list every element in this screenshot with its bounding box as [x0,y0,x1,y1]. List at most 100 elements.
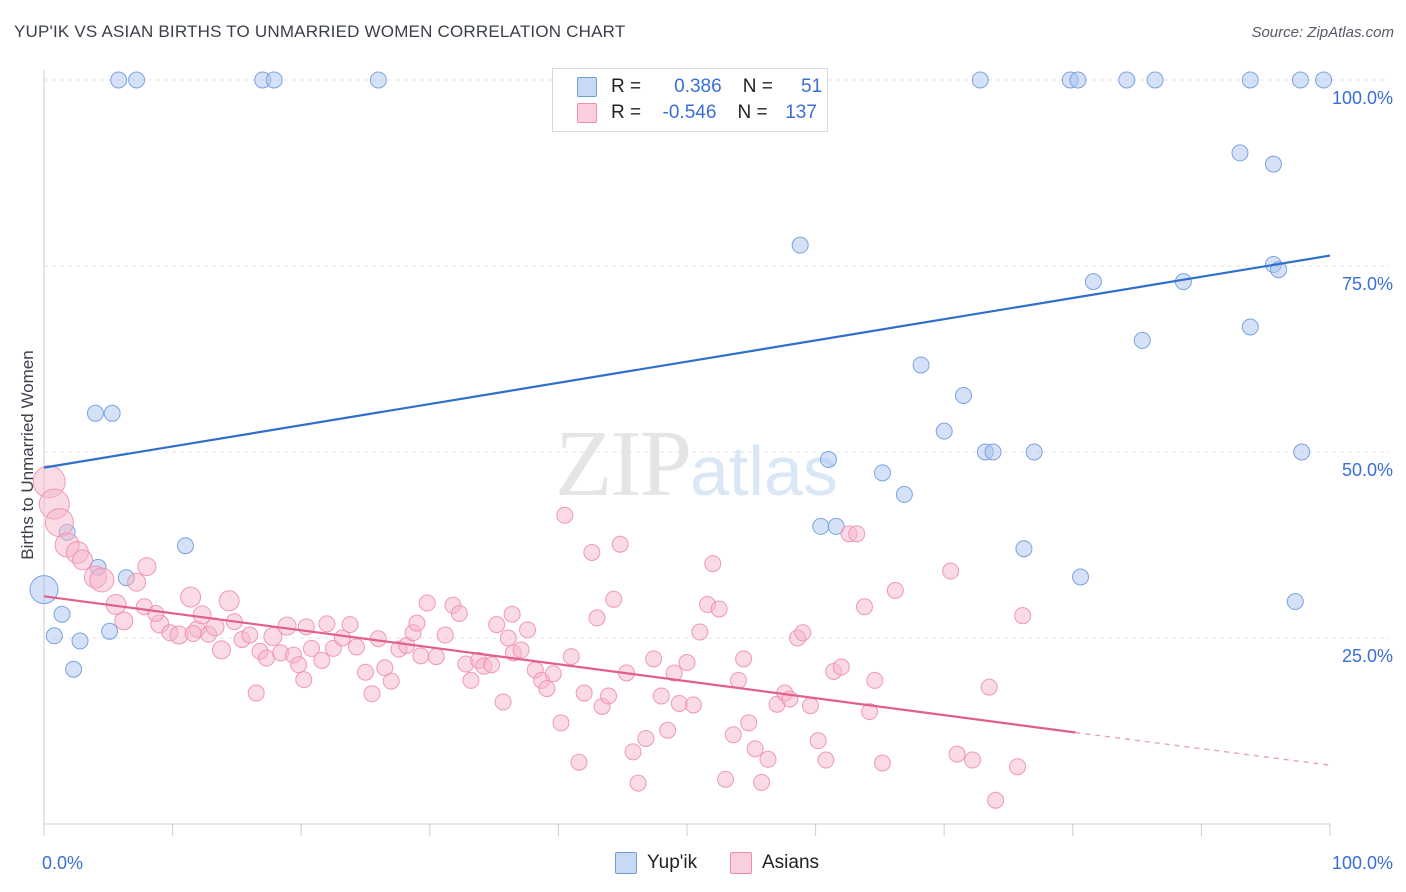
asians-point [624,743,642,761]
asians-point [746,740,764,758]
asians-point [211,640,231,660]
yupik-point [1286,593,1304,611]
asians-point [817,751,835,769]
stats-legend: R = 0.386 N = 51 R = -0.546 N = 137 [552,68,828,132]
asians-point [295,671,313,689]
legend-r-value-yupik: 0.386 [674,76,722,97]
asians-point [729,671,747,689]
bottom-legend-swatch-yupik [615,852,637,874]
asians-point [147,604,165,622]
asians-point [357,663,374,681]
x-tick-label: 0.0% [42,853,83,873]
asians-point [735,650,753,668]
asians-point [855,598,873,616]
asians-point [318,615,336,633]
yupik-regression-line [43,254,1331,469]
yupik-point [53,605,71,623]
yupik-point [954,386,972,404]
asians-point [942,562,960,580]
asians-point [347,638,365,656]
yupik-point [827,517,845,535]
asians-point [652,687,670,705]
asians-point [412,647,430,665]
asians-point [562,648,580,666]
asians-point [180,586,202,608]
asians-point [503,605,521,623]
asians-point [684,696,702,714]
asians-point [753,773,771,791]
asians-point [832,658,850,676]
legend-r-label: R = [611,76,642,97]
legend-n-value-yupik: 51 [801,76,823,97]
source-credit: Source: ZipAtlas.com [1251,24,1394,41]
asians-point [290,656,308,674]
yupik-point [45,627,63,645]
grid-lines [44,79,1390,639]
legend-swatch-asians [577,103,597,123]
asians-point [544,665,562,683]
asians-point [570,753,588,771]
asians-point [809,732,827,750]
asians-point [333,629,351,647]
asians-point [257,649,275,667]
asians-point [710,600,728,618]
yupik-point [1025,443,1043,461]
y-tick-label: 75.0% [1342,274,1393,294]
yupik-point [819,450,837,468]
yupik-point [128,71,146,89]
asians-point [691,623,709,641]
yupik-point [369,71,387,89]
asians-point [277,616,297,636]
asians-point [848,525,866,543]
yupik-point [873,464,891,482]
asians-point [724,726,742,744]
yupik-point [1118,71,1136,89]
yupik-point [101,622,119,640]
asians-regression-line [43,595,1076,734]
legend-r-label: R = [611,102,642,123]
asians-point [127,572,147,592]
asians-point [665,664,683,682]
yupik-point [1241,318,1259,336]
asians-point [247,684,265,702]
y-tick-label: 50.0% [1342,460,1393,480]
legend-row-yupik: R = 0.386 N = 51 [577,75,822,99]
yupik-point [71,632,89,650]
asians-point [866,671,884,689]
asians-point [363,685,381,703]
asians-point [341,616,359,634]
asians-point [114,611,134,631]
asians-point [241,626,259,644]
asians-point [462,671,480,689]
yupik-point [912,356,930,374]
asians-point [483,656,501,674]
yupik-point [1133,331,1151,349]
bottom-legend-swatch-asians [730,852,752,874]
yupik-point [1069,71,1087,89]
regression-lines [43,254,1331,766]
asians-point [717,770,735,788]
yupik-point [103,404,121,422]
yupik-point [1084,273,1102,291]
watermark-atlas: atlas [690,432,838,510]
asians-point [89,567,115,593]
yupik-point [265,71,283,89]
legend-r-value-asians: -0.546 [662,102,717,123]
yupik-point [895,485,913,503]
yupik-point [1264,155,1282,173]
asians-point [861,703,879,721]
asians-point [313,651,331,669]
yupik-point [29,575,59,605]
yupik-point [791,236,809,254]
yupik-point [1072,568,1090,586]
asians-point [137,557,157,577]
asians-point [499,629,517,647]
legend-n-value-asians: 137 [785,102,817,123]
chart-title: YUP'IK VS ASIAN BIRTHS TO UNMARRIED WOME… [14,22,626,41]
asians-point [218,590,240,612]
y-axis-label: Births to Unmarried Women [18,350,37,560]
asians-point [376,659,394,677]
asians-point [512,641,530,659]
asians-point [704,555,722,573]
yupik-point [984,443,1002,461]
